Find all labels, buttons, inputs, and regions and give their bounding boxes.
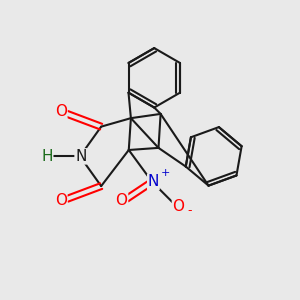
Text: -: - xyxy=(187,204,192,217)
Text: O: O xyxy=(55,104,67,119)
Text: H: H xyxy=(41,149,52,164)
Text: N: N xyxy=(148,174,159,189)
Text: O: O xyxy=(116,194,128,208)
Text: N: N xyxy=(75,149,86,164)
Text: O: O xyxy=(55,194,67,208)
Text: O: O xyxy=(172,199,184,214)
Text: +: + xyxy=(161,168,170,178)
